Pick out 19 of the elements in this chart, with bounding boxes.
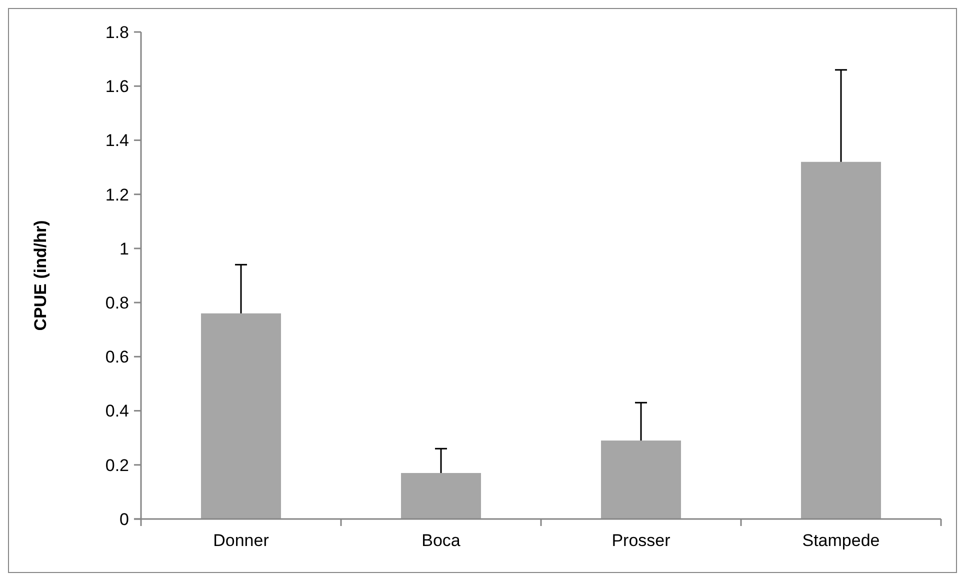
bar (801, 162, 881, 519)
x-tick-label: Stampede (802, 531, 880, 550)
y-tick-label: 1.6 (105, 77, 129, 96)
y-tick-label: 0.8 (105, 294, 129, 313)
bar (401, 473, 481, 519)
y-tick-label: 0 (120, 510, 129, 529)
y-tick-label: 1.2 (105, 185, 129, 204)
x-tick-label: Boca (422, 531, 461, 550)
x-tick-label: Donner (213, 531, 270, 550)
y-tick-label: 1 (120, 239, 129, 258)
bar (601, 440, 681, 519)
y-tick-label: 1.4 (105, 131, 129, 150)
y-tick-label: 0.6 (105, 348, 129, 367)
y-axis-title: CPUE (ind/hr) (31, 220, 50, 331)
x-tick-label: Prosser (612, 531, 671, 550)
y-tick-label: 1.8 (105, 22, 129, 42)
y-tick-label: 0.4 (105, 402, 129, 421)
bar (201, 313, 281, 519)
y-tick-label: 0.2 (105, 456, 129, 475)
